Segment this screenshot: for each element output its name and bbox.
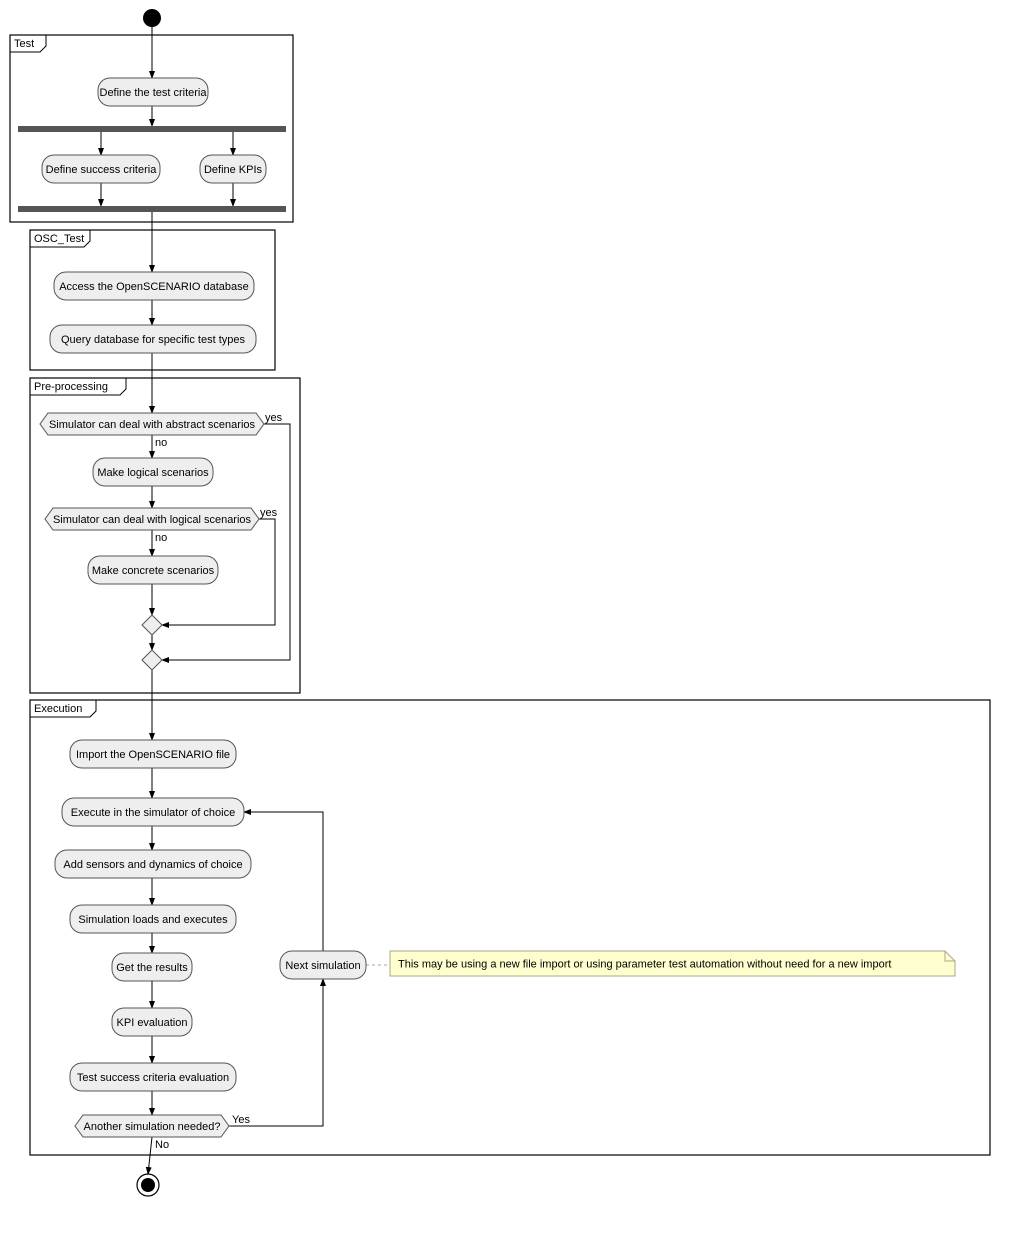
activity-label-get_results: Get the results [116,962,188,974]
partition-label-execution: Execution [34,703,82,715]
activity-label-query_db: Query database for specific test types [61,334,246,346]
flowchart-canvas: Test OSC_Test Pre-processing Execution Defin… [0,0,1010,1238]
final-node [141,1178,155,1192]
decision-label-dec_logical: Simulator can deal with logical scenario… [53,514,252,526]
activity-label-test_success: Test success criteria evaluation [77,1072,229,1084]
activity-label-sim_loads: Simulation loads and executes [78,914,228,926]
activity-label-define_success: Define success criteria [46,164,158,176]
activity-label-access_db: Access the OpenSCENARIO database [59,281,249,293]
activity-label-next_sim: Next simulation [285,960,360,972]
activity-label-make_logical: Make logical scenarios [97,467,209,479]
edge-label-2: yes [260,507,278,519]
partition-label-osc_test: OSC_Test [34,233,84,245]
sync-bar-join1 [18,206,286,212]
activity-label-kpi_eval: KPI evaluation [117,1017,188,1029]
edge-label-5: No [155,1139,169,1151]
edge-label-3: no [155,532,167,544]
note-text: This may be using a new file import or u… [398,959,891,971]
activity-label-define_kpis: Define KPIs [204,164,263,176]
edge-label-4: Yes [232,1114,250,1126]
activity-label-define_test: Define the test criteria [100,87,208,99]
decision-label-dec_another: Another simulation needed? [84,1121,221,1133]
decision-label-dec_abstract: Simulator can deal with abstract scenari… [49,419,256,431]
activity-label-execute_sim: Execute in the simulator of choice [71,807,235,819]
initial-node [143,9,161,27]
edge-label-0: yes [265,412,283,424]
partition-label-test: Test [14,38,34,50]
edge-label-1: no [155,437,167,449]
activity-label-import_file: Import the OpenSCENARIO file [76,749,230,761]
sync-bar-fork1 [18,126,286,132]
activity-label-add_sensors: Add sensors and dynamics of choice [63,859,242,871]
partition-label-preproc: Pre-processing [34,381,108,393]
activity-label-make_concrete: Make concrete scenarios [92,565,215,577]
